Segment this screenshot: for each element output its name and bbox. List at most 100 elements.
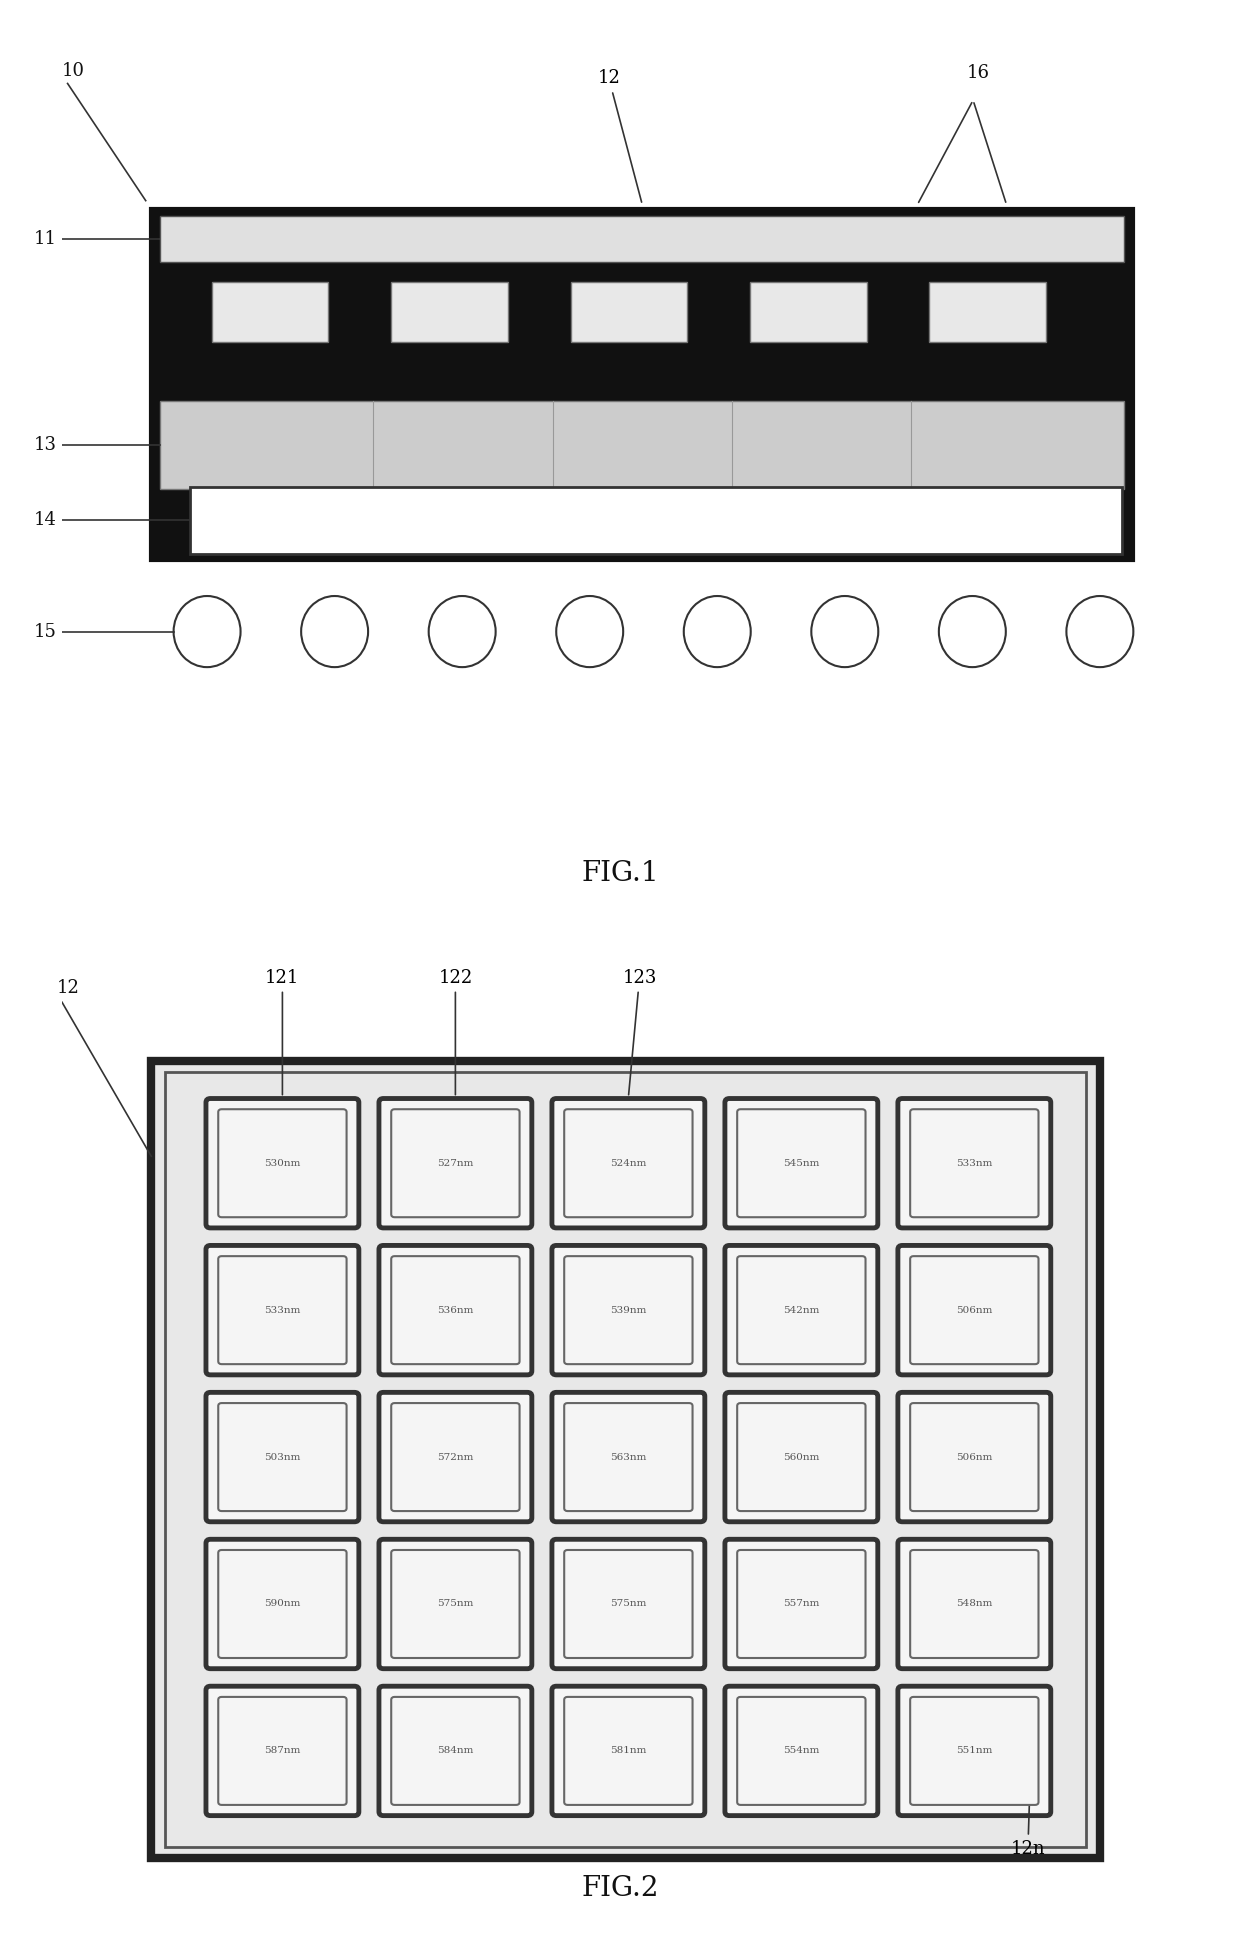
Text: 13: 13 [33,436,57,453]
FancyBboxPatch shape [910,1109,1039,1218]
FancyBboxPatch shape [898,1539,1050,1668]
Text: 506nm: 506nm [956,1452,992,1461]
FancyBboxPatch shape [392,1697,520,1806]
Text: 590nm: 590nm [264,1600,300,1609]
Text: 575nm: 575nm [610,1600,646,1609]
Text: 545nm: 545nm [784,1158,820,1168]
Text: 572nm: 572nm [438,1452,474,1461]
FancyBboxPatch shape [737,1549,866,1658]
Bar [151,208,1133,560]
FancyBboxPatch shape [392,1403,520,1510]
FancyBboxPatch shape [725,1245,878,1374]
FancyBboxPatch shape [564,1403,693,1510]
Bar [160,401,1125,488]
Text: 548nm: 548nm [956,1600,992,1609]
FancyBboxPatch shape [910,1697,1039,1806]
Text: 533nm: 533nm [956,1158,992,1168]
FancyBboxPatch shape [206,1393,358,1522]
Text: 587nm: 587nm [264,1746,300,1755]
Text: FIG.2: FIG.2 [582,1876,658,1903]
Bar [160,259,1125,411]
Bar [212,282,329,342]
Ellipse shape [939,595,1006,667]
Text: 12: 12 [57,979,79,996]
Text: 527nm: 527nm [438,1158,474,1168]
Text: 15: 15 [33,623,57,640]
Text: 551nm: 551nm [956,1746,992,1755]
FancyBboxPatch shape [552,1245,704,1374]
FancyBboxPatch shape [206,1245,358,1374]
Text: 11: 11 [33,230,57,247]
Text: 560nm: 560nm [784,1452,820,1461]
Bar [151,1061,1100,1858]
FancyBboxPatch shape [206,1539,358,1668]
FancyBboxPatch shape [379,1393,532,1522]
FancyBboxPatch shape [564,1257,693,1364]
Ellipse shape [811,595,878,667]
Text: 536nm: 536nm [438,1306,474,1315]
Text: 121: 121 [265,969,300,1096]
FancyBboxPatch shape [218,1697,347,1806]
FancyBboxPatch shape [725,1539,878,1668]
Text: 524nm: 524nm [610,1158,646,1168]
FancyBboxPatch shape [910,1403,1039,1510]
FancyBboxPatch shape [552,1098,704,1228]
Text: 542nm: 542nm [784,1306,820,1315]
Text: 533nm: 533nm [264,1306,300,1315]
Bar [930,282,1047,342]
Text: 539nm: 539nm [610,1306,646,1315]
FancyBboxPatch shape [737,1403,866,1510]
Ellipse shape [174,595,241,667]
FancyBboxPatch shape [898,1393,1050,1522]
FancyBboxPatch shape [206,1098,358,1228]
Text: 123: 123 [622,969,657,1096]
FancyBboxPatch shape [737,1109,866,1218]
FancyBboxPatch shape [725,1685,878,1816]
Bar [750,282,867,342]
FancyBboxPatch shape [218,1109,347,1218]
FancyBboxPatch shape [910,1549,1039,1658]
FancyBboxPatch shape [392,1257,520,1364]
FancyBboxPatch shape [898,1685,1050,1816]
Text: 581nm: 581nm [610,1746,646,1755]
Ellipse shape [301,595,368,667]
FancyBboxPatch shape [898,1098,1050,1228]
Bar [570,282,687,342]
FancyBboxPatch shape [379,1245,532,1374]
Text: 16: 16 [967,64,991,82]
FancyBboxPatch shape [206,1685,358,1816]
FancyBboxPatch shape [552,1393,704,1522]
Ellipse shape [1066,595,1133,667]
Ellipse shape [557,595,624,667]
Text: 503nm: 503nm [264,1452,300,1461]
Text: 12n: 12n [1011,1783,1045,1858]
FancyBboxPatch shape [379,1539,532,1668]
FancyBboxPatch shape [392,1109,520,1218]
FancyBboxPatch shape [564,1109,693,1218]
FancyBboxPatch shape [737,1697,866,1806]
Ellipse shape [683,595,750,667]
FancyBboxPatch shape [564,1697,693,1806]
Text: 10: 10 [62,62,86,80]
FancyBboxPatch shape [392,1549,520,1658]
Text: 584nm: 584nm [438,1746,474,1755]
Text: 530nm: 530nm [264,1158,300,1168]
FancyBboxPatch shape [552,1685,704,1816]
FancyBboxPatch shape [737,1257,866,1364]
Bar [191,486,1122,555]
Text: 557nm: 557nm [784,1600,820,1609]
FancyBboxPatch shape [564,1549,693,1658]
FancyBboxPatch shape [910,1257,1039,1364]
Bar [391,282,507,342]
FancyBboxPatch shape [552,1539,704,1668]
Text: 14: 14 [33,512,57,529]
FancyBboxPatch shape [725,1393,878,1522]
Bar [165,1072,1086,1847]
Text: FIG.1: FIG.1 [582,860,658,887]
FancyBboxPatch shape [218,1257,347,1364]
Text: 575nm: 575nm [438,1600,474,1609]
Bar [160,216,1125,261]
FancyBboxPatch shape [725,1098,878,1228]
FancyBboxPatch shape [218,1549,347,1658]
Text: 554nm: 554nm [784,1746,820,1755]
